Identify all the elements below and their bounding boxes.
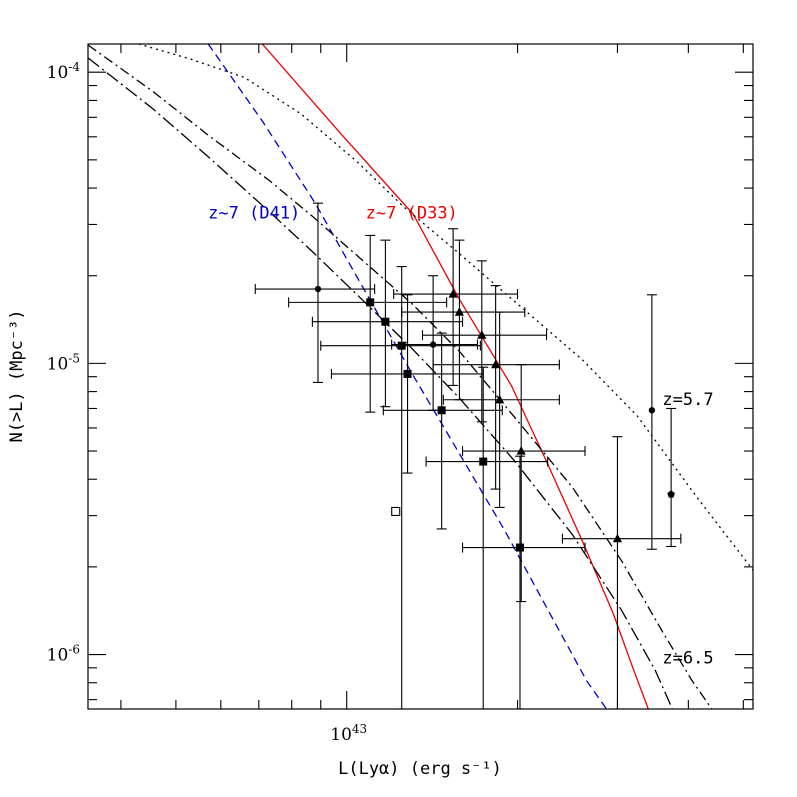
annotation-3: z=6.5 — [662, 649, 713, 669]
marker-square — [381, 317, 390, 326]
tick-labels: 1043 10-4 10-5 10-6 — [47, 60, 368, 745]
marker-circle — [648, 407, 656, 414]
marker-triangle — [448, 289, 458, 298]
data-point-1 — [288, 234, 448, 413]
x-tick-label: 1043 — [330, 722, 367, 745]
data-point-11 — [442, 311, 560, 509]
marker-circle — [429, 341, 437, 348]
marker-square — [437, 406, 446, 415]
plot-frame — [87, 43, 754, 710]
data-point-13 — [461, 364, 586, 603]
marker-square — [366, 298, 375, 307]
data-point-7 — [393, 228, 519, 386]
y-tick-label: 10-6 — [47, 643, 80, 666]
data-point-15 — [561, 436, 682, 709]
model-curves — [88, 44, 753, 709]
marker-square — [403, 369, 412, 378]
data-point-3 — [320, 266, 481, 709]
data-point-18 — [391, 506, 401, 517]
data-point-5 — [391, 275, 479, 411]
curve-4 — [88, 57, 673, 709]
y-axis-label: N(>L) (Mpc⁻³) — [7, 309, 27, 442]
marker-triangle — [612, 533, 623, 543]
curve-2 — [138, 44, 753, 571]
marker-triangle — [454, 307, 465, 316]
marker-square — [397, 341, 406, 350]
data-point-2 — [311, 239, 464, 408]
data-point-16 — [646, 294, 657, 550]
curve-0 — [261, 44, 649, 709]
curve-3 — [88, 44, 713, 709]
marker-open-square — [391, 506, 401, 517]
data-point-10 — [432, 285, 560, 490]
marker-pentagon — [667, 490, 675, 498]
annotation-0: z~7 (D41) — [208, 203, 300, 223]
y-tick-label: 10-5 — [47, 351, 80, 374]
marker-triangle — [491, 359, 501, 369]
data-point-12 — [425, 366, 549, 709]
data-point-8 — [401, 239, 526, 401]
marker-triangle — [477, 330, 487, 339]
marker-square — [515, 543, 524, 552]
marker-triangle — [495, 394, 505, 404]
y-tick-label: 10-4 — [47, 60, 81, 83]
marker-triangle — [516, 446, 526, 455]
x-axis-label: L(Lyα) (erg s⁻¹) — [338, 759, 502, 779]
data-point-6 — [382, 332, 503, 530]
curve-1 — [207, 44, 608, 709]
data-points — [254, 202, 682, 709]
annotation-2: z=5.7 — [662, 390, 713, 410]
axis-ticks — [88, 44, 753, 709]
data-point-14 — [461, 455, 586, 709]
annotations: z~7 (D41) z~7 (D33) z=5.7 z=6.5 — [208, 203, 713, 668]
data-point-17 — [666, 407, 677, 548]
marker-circle — [314, 285, 322, 293]
data-point-0 — [254, 202, 376, 383]
data-point-9 — [421, 260, 548, 423]
marker-square — [479, 457, 488, 466]
annotation-1: z~7 (D33) — [366, 203, 458, 223]
